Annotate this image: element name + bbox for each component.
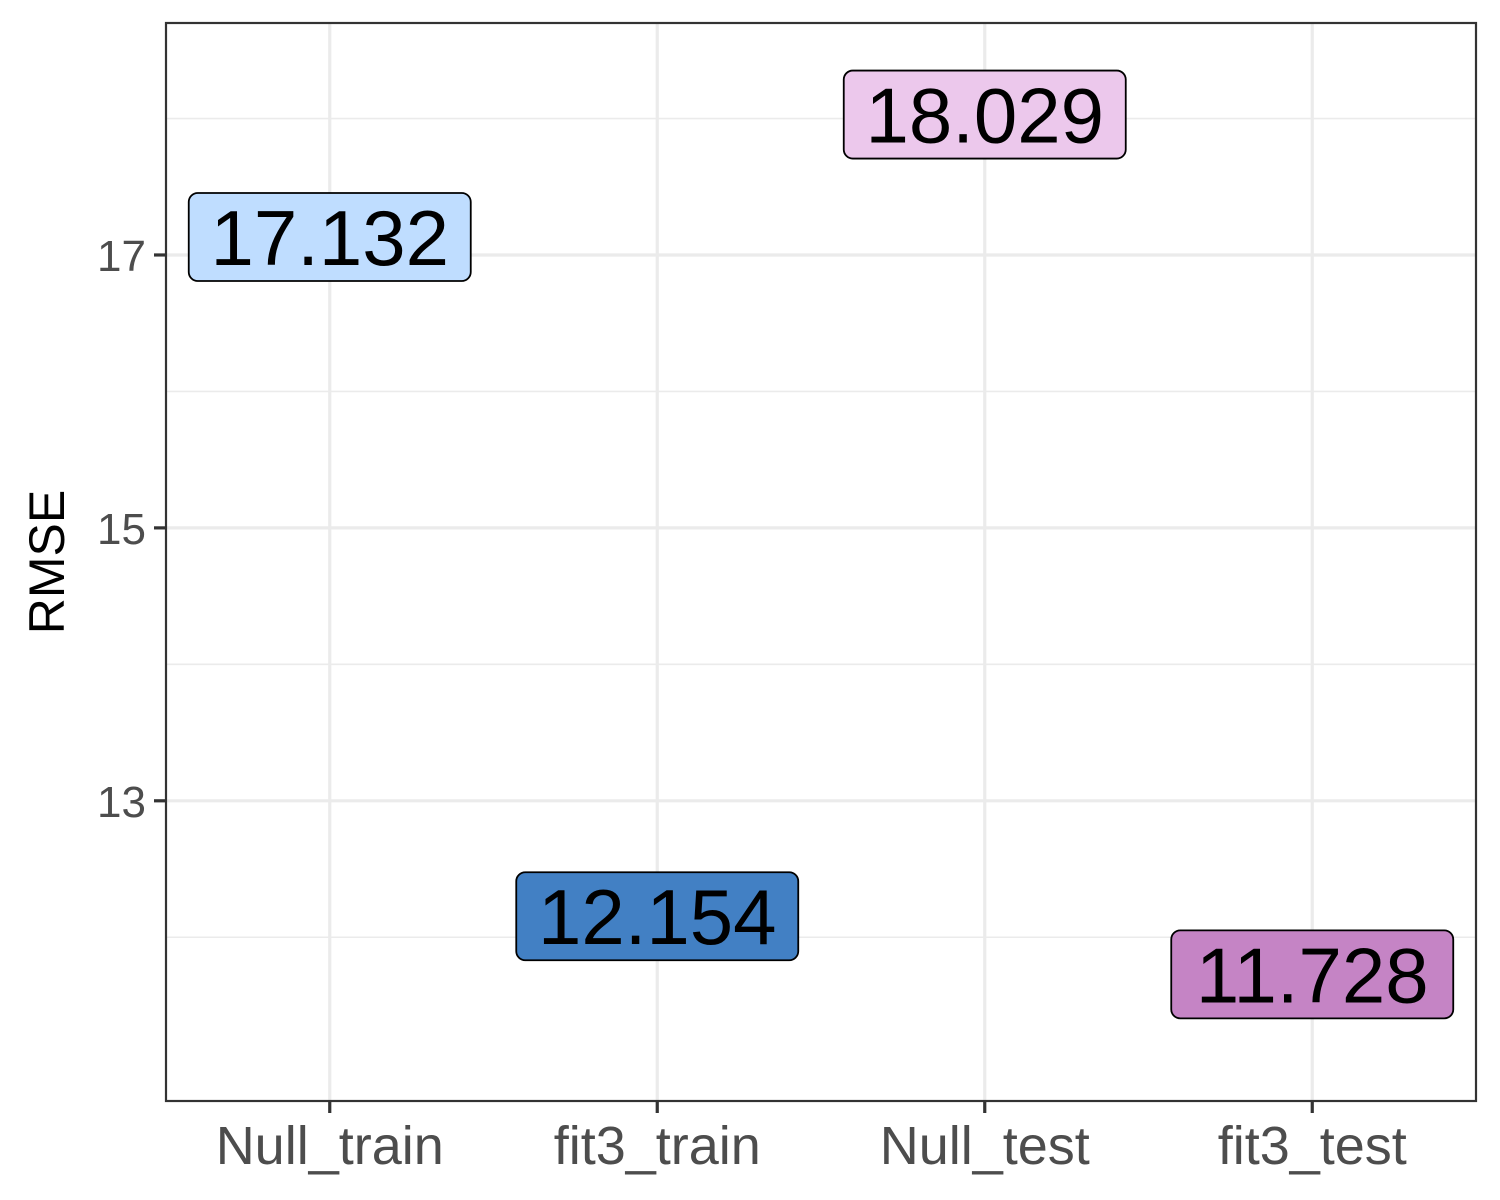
data-label-text: 17.132 [210,194,449,282]
data-label-box [187,192,472,282]
x-tick-label: fit3_test [1218,1116,1407,1176]
data-label-box [515,871,800,962]
data-label-box [1170,929,1455,1020]
value-labels: 17.132 12.154 18.029 11.728 [187,69,1455,1020]
data-label-box [842,69,1127,160]
y-tick-label: 15 [97,505,146,554]
y-tick-label: 13 [97,778,146,827]
plot-panel: 17.132 12.154 18.029 11.728 [164,21,1478,1103]
y-tick-label: 17 [97,232,146,281]
data-label-text: 18.029 [865,72,1104,160]
data-label-Null_test: 18.029 [842,69,1127,160]
x-tick-label: fit3_train [554,1116,761,1176]
data-label-fit3_train: 12.154 [515,871,800,962]
data-label-text: 12.154 [538,873,777,961]
y-axis: 13 15 17 [97,232,166,827]
x-tick-label: Null_test [880,1116,1090,1176]
x-axis: Null_train fit3_train Null_test fit3_test [216,1101,1407,1176]
data-label-text: 11.728 [1196,931,1429,1019]
data-label-Null_train: 17.132 [187,192,472,282]
data-label-fit3_test: 11.728 [1170,929,1455,1020]
y-axis-title: RMSE [19,490,75,634]
x-tick-label: Null_train [216,1116,444,1176]
panel-border [164,21,1478,1103]
